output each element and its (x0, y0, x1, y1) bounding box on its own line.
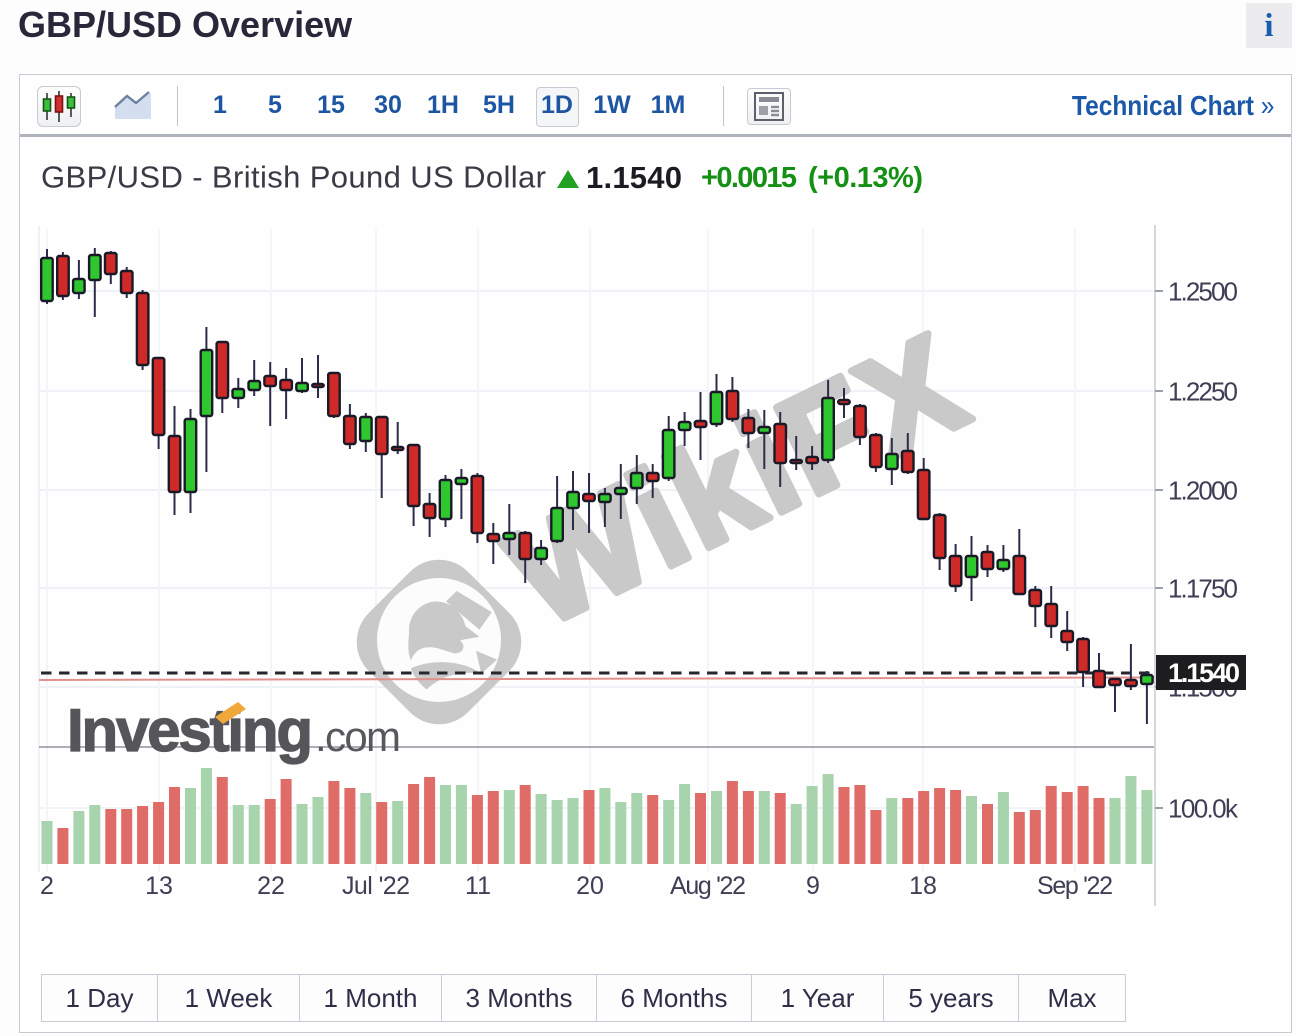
svg-text:9: 9 (806, 872, 820, 900)
svg-text:1.2250: 1.2250 (1168, 377, 1238, 407)
svg-text:1.2000: 1.2000 (1168, 476, 1238, 506)
svg-text:1.1540: 1.1540 (586, 160, 682, 195)
svg-text:+0.0015: +0.0015 (701, 162, 797, 194)
svg-text:Investing: Investing (67, 697, 313, 764)
svg-text:2: 2 (40, 872, 54, 900)
svg-text:(+0.13%): (+0.13%) (808, 162, 923, 194)
svg-text:1.1750: 1.1750 (1168, 574, 1238, 604)
svg-text:Jul '22: Jul '22 (342, 872, 410, 900)
svg-text:100.0k: 100.0k (1168, 794, 1239, 824)
svg-text:Aug '22: Aug '22 (670, 872, 746, 900)
svg-text:11: 11 (465, 872, 491, 900)
svg-text:18: 18 (909, 872, 937, 900)
svg-text:1.1540: 1.1540 (1168, 658, 1240, 688)
svg-text:22: 22 (257, 872, 285, 900)
svg-text:GBP/USD - British Pound US Dol: GBP/USD - British Pound US Dollar (41, 160, 546, 195)
svg-text:1.2500: 1.2500 (1168, 277, 1238, 307)
svg-text:Sep '22: Sep '22 (1037, 872, 1113, 900)
svg-text:.com: .com (315, 713, 401, 760)
svg-text:20: 20 (576, 872, 604, 900)
svg-text:13: 13 (145, 872, 173, 900)
svg-text:WikiFX: WikiFX (486, 303, 989, 656)
